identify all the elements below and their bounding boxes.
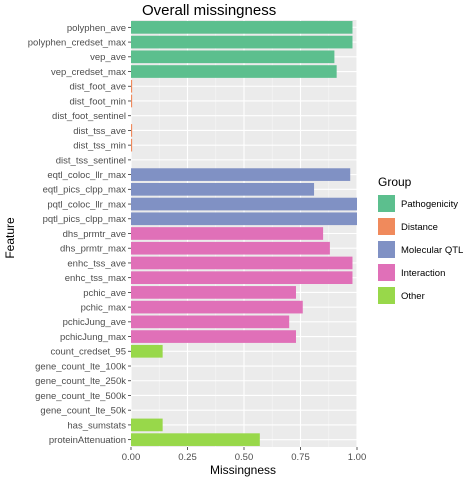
- bar-dist_tss_min: [131, 138, 133, 152]
- bar-pchic_ave: [131, 286, 296, 299]
- y-axis-title: Feature: [3, 217, 17, 259]
- bar-polyphen_ave: [131, 21, 353, 34]
- bar-polyphen_credset_max: [131, 35, 353, 49]
- chart-title: Overall missingness: [142, 2, 276, 19]
- legend-label: Pathogenicity: [401, 199, 458, 210]
- y-tick-label: pqtl_coloc_llr_max: [47, 199, 126, 210]
- bar-vep_ave: [131, 50, 335, 64]
- y-tick-label: vep_credset_max: [51, 67, 126, 78]
- y-tick-label: dist_tss_min: [73, 141, 126, 152]
- y-tick-label: pchicJung_ave: [63, 317, 126, 328]
- x-tick-label: 1.00: [348, 452, 367, 463]
- legend-swatch: [378, 264, 395, 281]
- y-tick-label: dist_foot_min: [69, 96, 126, 107]
- legend-label: Distance: [401, 222, 438, 233]
- y-tick-label: dhs_prmtr_ave: [63, 229, 126, 240]
- y-tick-label: proteinAttenuation: [49, 435, 126, 446]
- y-tick-labels: polyphen_ave polyphen_credset_max vep_avev…: [28, 23, 131, 446]
- y-tick-label: vep_ave: [90, 52, 126, 63]
- bar-dhs_prmtr_ave: [131, 227, 324, 240]
- y-tick-label: polyphen_ave: [67, 23, 126, 34]
- y-tick-label: enhc_tss_max: [65, 273, 127, 284]
- y-tick-label: dist_tss_sentinel: [56, 155, 126, 166]
- bar-pqtl_pics_clpp_max: [131, 212, 357, 226]
- bar-count_credset_95: [131, 344, 163, 358]
- bar-enhc_tss_max: [131, 271, 353, 285]
- y-tick-label: dhs_prmtr_max: [60, 244, 126, 255]
- bar-has_sumstats: [131, 418, 163, 432]
- y-tick-label: pchic_max: [81, 303, 127, 314]
- legend-swatch: [378, 195, 395, 212]
- legend-swatch: [378, 218, 395, 235]
- bar-dhs_prmtr_max: [131, 241, 330, 255]
- y-tick-label: count_credset_95: [50, 347, 126, 358]
- bar-eqtl_pics_clpp_max: [131, 182, 315, 196]
- y-tick-label: gene_count_lte_50k: [40, 406, 126, 417]
- y-tick-label: pchic_ave: [83, 288, 126, 299]
- bar-enhc_tss_ave: [131, 256, 353, 270]
- x-tick-label: 0.00: [122, 452, 141, 463]
- x-axis-title: Missingness: [210, 463, 276, 477]
- bar-proteinAttenuation: [131, 433, 260, 446]
- y-tick-label: eqtl_pics_clpp_max: [43, 185, 127, 196]
- legend-label: Molecular QTL: [401, 245, 463, 256]
- y-tick-label: enhc_tss_ave: [67, 258, 126, 269]
- legend-label: Other: [401, 291, 425, 302]
- y-tick-label: gene_count_lte_100k: [35, 361, 126, 372]
- x-tick-label: 0.50: [235, 452, 254, 463]
- bar-pqtl_coloc_llr_max: [131, 197, 357, 211]
- legend-swatch: [378, 287, 395, 304]
- legend-label: Interaction: [401, 268, 445, 279]
- y-tick-label: dist_foot_sentinel: [52, 111, 126, 122]
- x-tick-label: 0.75: [291, 452, 310, 463]
- bars: [131, 21, 357, 446]
- y-tick-label: pqtl_pics_clpp_max: [43, 214, 127, 225]
- y-tick-label: eqtl_coloc_llr_max: [47, 170, 126, 181]
- x-tick-label: 0.25: [178, 452, 197, 463]
- legend-title: Group: [378, 175, 412, 189]
- bar-pchicJung_max: [131, 330, 296, 343]
- y-tick-label: dist_tss_ave: [73, 126, 126, 137]
- y-tick-label: dist_foot_ave: [69, 82, 126, 93]
- y-tick-label: pchicJung_max: [60, 332, 126, 343]
- y-tick-label: has_sumstats: [67, 420, 126, 431]
- bar-dist_foot_ave: [131, 79, 133, 93]
- bar-pchicJung_ave: [131, 315, 290, 329]
- y-tick-label: polyphen_credset_max: [28, 37, 126, 48]
- legend: Group Pathogenicity Distance Molecular QTL…: [378, 175, 463, 304]
- bar-pchic_max: [131, 300, 303, 314]
- bar-dist_foot_min: [131, 94, 133, 108]
- x-tick-labels: 0.00 0.25 0.50 0.75 1.00: [122, 447, 367, 463]
- bar-vep_credset_max: [131, 65, 337, 78]
- bar-dist_tss_ave: [131, 124, 133, 137]
- bar-eqtl_coloc_llr_max: [131, 168, 351, 181]
- legend-swatch: [378, 241, 395, 258]
- y-tick-label: gene_count_lte_500k: [35, 391, 126, 402]
- y-tick-label: gene_count_lte_250k: [35, 376, 126, 387]
